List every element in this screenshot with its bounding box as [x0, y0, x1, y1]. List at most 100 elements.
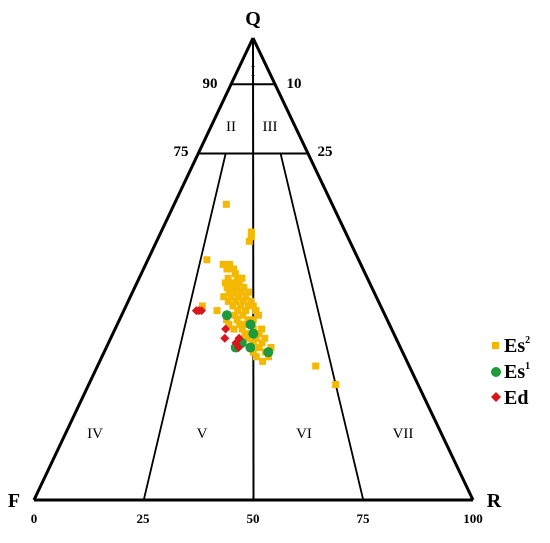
- point-es2-26: [224, 297, 232, 305]
- line-r75: [279, 153, 365, 501]
- region-label-4: IV: [87, 426, 103, 442]
- point-es2-71: [261, 334, 269, 342]
- region-label-1: I: [251, 64, 256, 80]
- point-es2-67: [252, 307, 260, 315]
- legend-marker-ed: [491, 392, 501, 402]
- region-label-2: II: [226, 119, 236, 135]
- legend-label-es2: Es2: [504, 335, 530, 357]
- point-es2-22: [220, 293, 228, 301]
- legend-label-ed: Ed: [504, 387, 528, 409]
- point-es2-29: [229, 302, 237, 310]
- point-es2-66: [249, 302, 257, 310]
- point-es2-65: [247, 297, 255, 305]
- right-edge: [251, 37, 475, 501]
- point-es2-9: [231, 270, 239, 278]
- point-es2-46: [241, 330, 249, 338]
- point-es2-38: [244, 316, 252, 324]
- point-es2-19: [225, 288, 233, 296]
- region-label-6: VI: [296, 426, 312, 442]
- point-es2-2: [247, 233, 255, 241]
- point-es2-13: [221, 279, 229, 287]
- base-tick-75: 75: [357, 511, 371, 526]
- point-es2-4: [203, 256, 211, 264]
- point-es2-70: [258, 325, 266, 333]
- point-es2-1: [247, 228, 255, 236]
- vertex-label-q: Q: [245, 8, 261, 30]
- region-label-5: V: [197, 426, 208, 442]
- region-label-7: VII: [393, 426, 414, 442]
- point-es2-59: [259, 357, 267, 365]
- point-es2-68: [255, 311, 263, 319]
- point-es2-27: [232, 297, 240, 305]
- point-es2-28: [239, 297, 247, 305]
- point-ed-3: [220, 333, 230, 343]
- point-es2-57: [252, 353, 260, 361]
- point-es2-41: [241, 320, 249, 328]
- line-r25: [142, 153, 227, 501]
- point-es2-12: [238, 274, 246, 282]
- point-es2-44: [238, 325, 246, 333]
- point-es2-64: [244, 288, 252, 296]
- point-es2-69: [255, 330, 263, 338]
- point-es2-10: [224, 274, 232, 282]
- center-line: [252, 37, 255, 501]
- point-es2-25: [242, 293, 250, 301]
- data-points: [191, 200, 340, 388]
- point-es1-4: [263, 347, 274, 358]
- point-es2-23: [227, 293, 235, 301]
- point-es2-24: [235, 293, 243, 301]
- region-label-3: III: [263, 119, 278, 135]
- point-es2-72: [267, 344, 275, 352]
- point-es1-5: [245, 342, 256, 353]
- point-es2-32: [213, 307, 221, 315]
- point-es2-51: [249, 339, 257, 347]
- point-es2-43: [230, 325, 238, 333]
- point-es2-33: [234, 307, 242, 315]
- point-es2-14: [228, 279, 236, 287]
- vertex-label-f: F: [8, 490, 20, 512]
- base-tick-50: 50: [247, 511, 260, 526]
- point-es2-75: [198, 302, 206, 310]
- point-es2-7: [229, 265, 237, 273]
- point-ed-7: [231, 338, 241, 348]
- base-tick-100: 100: [463, 511, 483, 526]
- base-tick-0: 0: [31, 511, 38, 526]
- side-tick-75: 75: [174, 144, 189, 160]
- point-es1-1: [248, 328, 259, 339]
- point-es2-0: [222, 200, 230, 208]
- point-es2-18: [240, 283, 248, 291]
- point-es2-34: [242, 307, 250, 315]
- point-es2-39: [249, 316, 257, 324]
- point-es2-63: [228, 283, 236, 291]
- point-ed-2: [196, 306, 206, 316]
- side-tick-25: 25: [318, 144, 333, 160]
- point-es2-52: [258, 339, 266, 347]
- point-es2-20: [230, 288, 238, 296]
- legend-marker-es1: [491, 367, 501, 377]
- legend: Es2 Es1 Ed: [491, 335, 530, 409]
- side-tick-90: 90: [203, 76, 218, 92]
- ternary-frame: [32, 37, 475, 502]
- point-es2-31: [244, 302, 252, 310]
- point-es2-49: [252, 334, 260, 342]
- legend-label-es1: Es1: [504, 361, 530, 383]
- point-es2-74: [332, 381, 340, 388]
- point-es2-55: [249, 348, 257, 356]
- point-es2-8: [223, 265, 231, 273]
- point-es2-15: [235, 279, 243, 287]
- point-es2-48: [244, 334, 252, 342]
- point-es2-11: [233, 274, 241, 282]
- point-es2-36: [239, 311, 247, 319]
- base-tick-25: 25: [137, 511, 151, 526]
- point-es2-5: [219, 260, 227, 268]
- vertex-label-r: R: [487, 490, 502, 512]
- point-es2-37: [233, 316, 241, 324]
- point-es2-3: [245, 237, 253, 245]
- point-es2-73: [312, 362, 320, 370]
- point-es2-35: [231, 311, 239, 319]
- point-es2-30: [237, 302, 245, 310]
- left-edge: [32, 37, 255, 501]
- side-tick-10: 10: [287, 76, 302, 92]
- point-es2-16: [223, 283, 231, 291]
